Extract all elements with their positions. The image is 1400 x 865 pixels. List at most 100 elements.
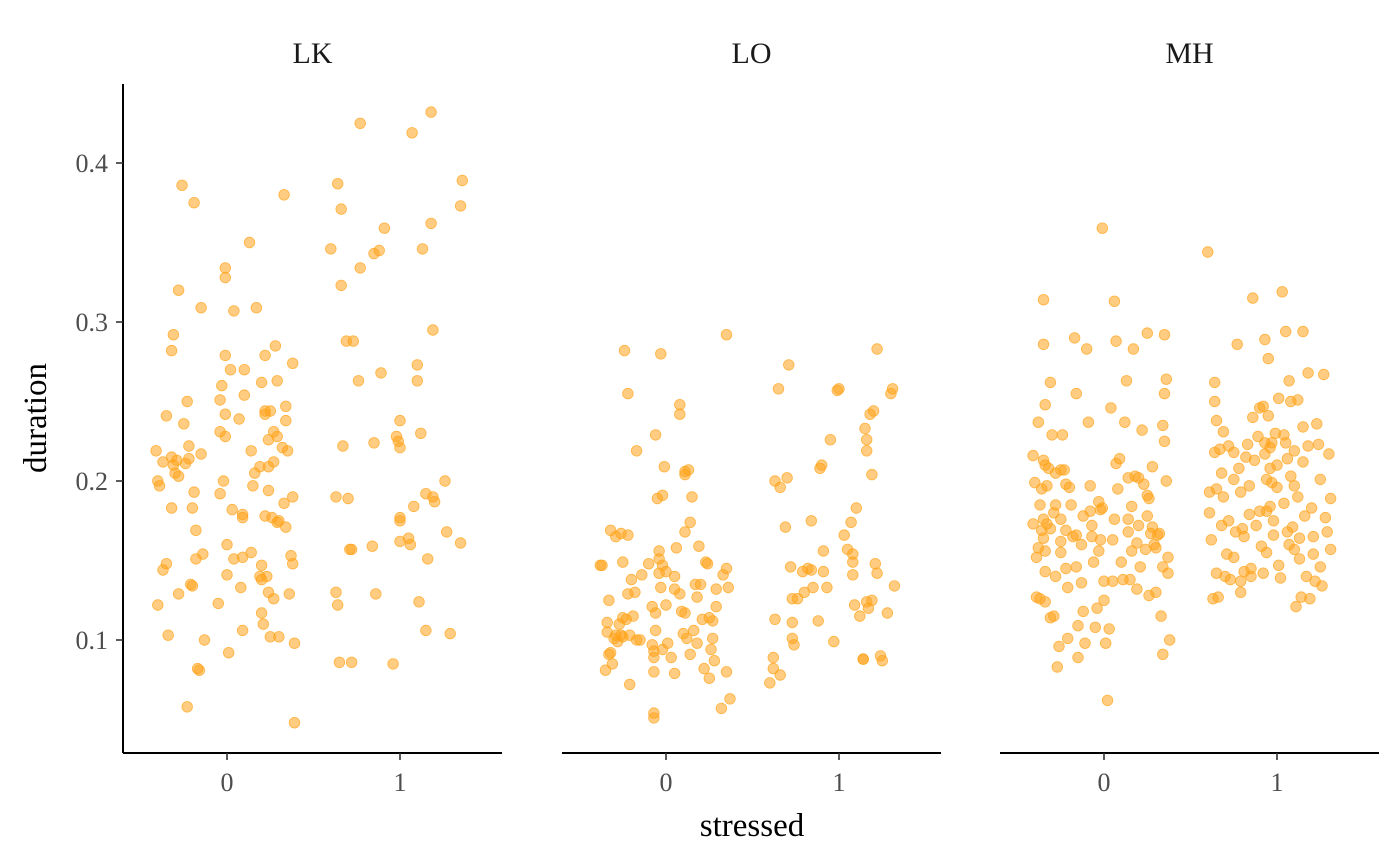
data-point [866, 594, 878, 607]
data-point [257, 618, 270, 630]
data-point [347, 335, 360, 347]
data-point [1283, 375, 1295, 387]
data-point [1099, 637, 1112, 649]
data-point [1084, 480, 1096, 492]
data-point [847, 569, 859, 581]
data-point [1046, 429, 1058, 441]
data-point [798, 586, 811, 599]
data-point [784, 561, 797, 573]
x-tick-label: 0 [660, 768, 673, 797]
data-point [1146, 521, 1159, 533]
data-point [157, 456, 169, 468]
data-point [816, 459, 828, 471]
data-point [271, 430, 283, 443]
data-point [854, 610, 866, 622]
data-point [1311, 418, 1323, 430]
data-point [1321, 526, 1333, 538]
data-point [625, 573, 638, 586]
data-point [287, 558, 299, 570]
data-point [181, 395, 193, 408]
data-point [1084, 505, 1096, 517]
data-point [1260, 546, 1273, 559]
x-tick-label: 1 [1271, 768, 1284, 797]
data-point [404, 538, 417, 551]
data-point [684, 648, 696, 661]
data-point [1288, 445, 1301, 457]
data-point [335, 203, 347, 215]
data-point [1292, 394, 1304, 406]
data-point [345, 543, 358, 556]
data-point [1202, 246, 1214, 258]
data-point [1217, 491, 1230, 503]
data-point [824, 434, 837, 446]
data-point [1108, 513, 1121, 525]
data-point [425, 217, 437, 230]
data-point [774, 481, 786, 494]
data-point [416, 243, 429, 255]
data-point [1163, 634, 1176, 646]
data-point [681, 632, 693, 645]
data-point [783, 359, 795, 371]
data-point [1302, 367, 1314, 379]
data-point [1094, 534, 1107, 546]
data-point [674, 588, 686, 600]
data-point [1267, 515, 1280, 527]
data-point [1234, 575, 1247, 587]
data-point [1302, 440, 1314, 452]
data-point [1124, 573, 1136, 586]
data-point [186, 580, 199, 592]
data-point [236, 551, 249, 564]
data-point [439, 475, 451, 487]
data-point [454, 200, 467, 212]
data-point [1037, 532, 1050, 544]
data-point [1305, 502, 1318, 514]
facet-panel-lo: LO 0 1 [562, 37, 941, 797]
data-point [221, 569, 233, 581]
data-point [1233, 462, 1245, 475]
data-point [214, 488, 226, 500]
data-point [1103, 623, 1115, 635]
data-point [833, 383, 845, 395]
data-point [1245, 570, 1257, 583]
data-point [1093, 545, 1105, 557]
facet-panel-mh: MH 0 1 [1000, 37, 1379, 797]
data-point [1316, 580, 1328, 592]
data-point [337, 440, 349, 452]
data-point [176, 179, 188, 192]
data-point [1234, 486, 1247, 498]
data-point [1157, 419, 1169, 432]
data-point [772, 383, 785, 395]
data-point [1243, 480, 1256, 492]
data-point [720, 329, 733, 341]
data-point [1293, 532, 1306, 544]
data-point [1274, 572, 1287, 584]
data-point [1278, 497, 1290, 510]
data-point [195, 448, 207, 460]
data-point [817, 545, 830, 557]
data-point [1122, 513, 1134, 525]
data-point [1150, 542, 1162, 554]
data-point [707, 632, 719, 645]
data-point [1158, 435, 1171, 448]
data-point [273, 631, 285, 643]
data-point [1112, 483, 1124, 495]
y-axis-title: duration [18, 363, 54, 473]
data-point [668, 570, 681, 583]
y-tick-label: 0.4 [76, 149, 109, 178]
data-point [1248, 454, 1261, 467]
data-point [1297, 421, 1309, 433]
data-point [603, 594, 615, 607]
data-point [245, 445, 257, 457]
data-point [686, 491, 698, 503]
data-point [601, 616, 613, 629]
data-point [1257, 567, 1269, 579]
data-point [366, 540, 379, 552]
data-point [1079, 637, 1091, 649]
data-point [691, 591, 703, 603]
data-point [1106, 534, 1119, 546]
data-point [1300, 570, 1313, 583]
data-point [674, 408, 686, 420]
data-point [333, 656, 346, 669]
x-tick-label: 1 [394, 768, 407, 797]
data-point [193, 664, 206, 676]
